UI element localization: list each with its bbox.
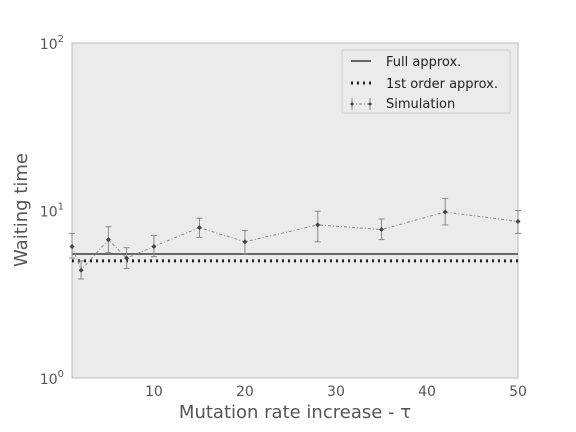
legend-label-first-order-approx: 1st order approx.: [386, 77, 498, 92]
data-point: [315, 222, 321, 228]
x-axis-label: Mutation rate increase - τ: [179, 402, 411, 423]
data-point: [151, 243, 157, 249]
data-point: [442, 209, 448, 215]
data-point: [196, 225, 202, 231]
x-tick-label: 10: [145, 384, 163, 400]
x-tick-label: 30: [327, 384, 345, 400]
x-tick-label: 50: [509, 384, 527, 400]
data-point: [69, 243, 75, 249]
y-tick-label: 102: [40, 34, 64, 53]
data-point: [105, 237, 111, 243]
x-axis-ticks: 10 20 30 40 50: [145, 384, 527, 400]
data-point: [78, 267, 84, 273]
y-axis-ticks: 100 101 102: [40, 34, 64, 388]
y-axis-label: Waiting time: [11, 153, 32, 267]
data-point: [242, 239, 248, 245]
legend: Full approx. 1st order approx. Simulatio…: [341, 49, 511, 114]
data-point: [378, 227, 384, 233]
series-layer: [69, 197, 521, 280]
y-tick-label: 100: [40, 369, 64, 388]
legend-label-full-approx: Full approx.: [386, 55, 461, 70]
x-tick-label: 40: [418, 384, 436, 400]
legend-swatch-simulation: [350, 98, 372, 110]
y-tick-label: 101: [40, 202, 64, 221]
x-tick-label: 20: [236, 384, 254, 400]
data-point: [515, 218, 521, 224]
legend-label-simulation: Simulation: [386, 97, 455, 112]
data-point: [124, 255, 130, 261]
